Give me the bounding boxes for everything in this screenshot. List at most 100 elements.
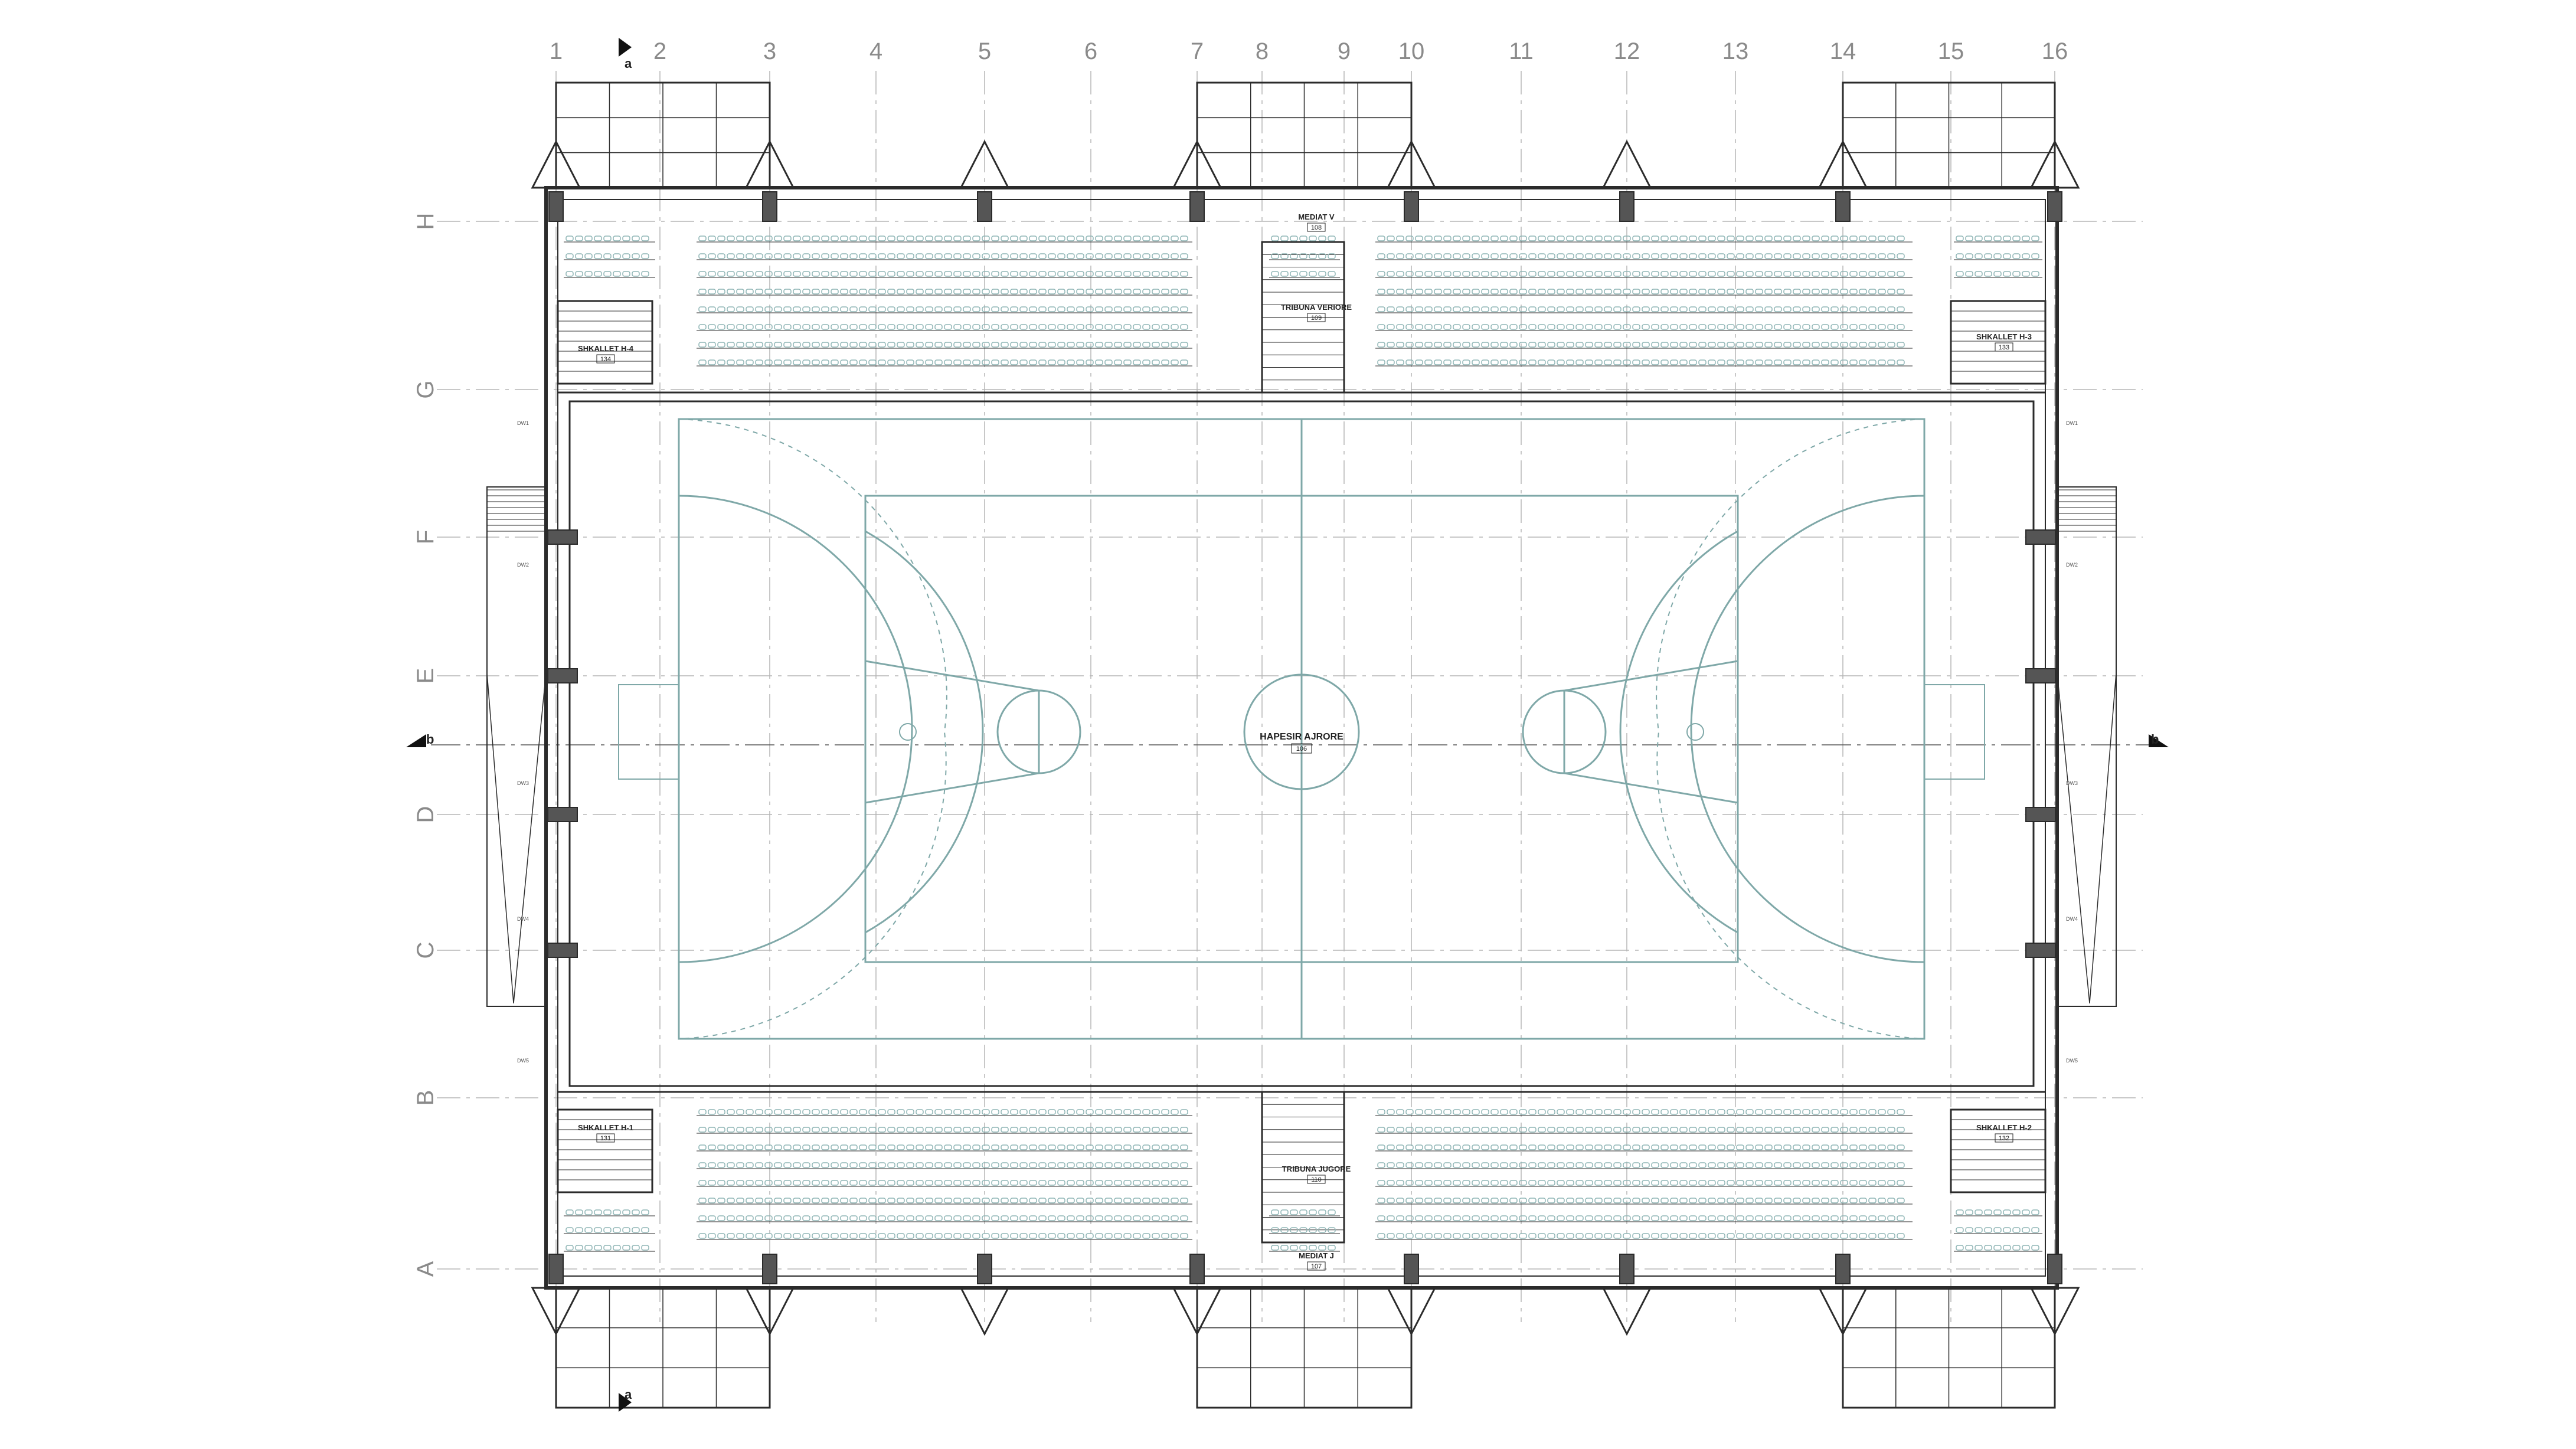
seat: [755, 1180, 763, 1186]
seat: [764, 1198, 773, 1203]
seat: [1019, 1144, 1028, 1150]
seat: [1783, 1127, 1792, 1133]
seat: [972, 306, 980, 312]
seat: [1679, 1162, 1688, 1168]
seat: [1538, 1215, 1546, 1221]
seat: [1613, 1215, 1622, 1221]
seat: [1472, 1144, 1480, 1150]
seat: [972, 1233, 980, 1239]
seat: [1048, 1109, 1056, 1115]
seat: [1377, 342, 1385, 348]
seat: [1519, 359, 1527, 365]
seat: [849, 253, 858, 259]
seat: [1642, 1233, 1650, 1239]
pilaster-bottom-4: [1189, 1254, 1205, 1284]
seat: [1849, 271, 1858, 277]
seat: [1171, 1127, 1179, 1133]
seat: [1076, 1162, 1084, 1168]
seat: [1660, 1233, 1669, 1239]
seat: [1745, 271, 1754, 277]
seat: [944, 1215, 952, 1221]
seat: [1161, 1144, 1169, 1150]
seat: [793, 306, 801, 312]
seat: [1057, 289, 1065, 295]
seat: [1689, 342, 1697, 348]
seat: [1745, 253, 1754, 259]
three-point-right: [1619, 530, 1738, 934]
seat: [1161, 359, 1169, 365]
seat: [1290, 1227, 1298, 1233]
seat: [840, 306, 848, 312]
seat: [1812, 1198, 1820, 1203]
seat: [1396, 1162, 1404, 1168]
seat: [1280, 253, 1289, 259]
seat: [1462, 289, 1470, 295]
buttress-top-5: [1386, 139, 1437, 189]
seat: [1642, 1180, 1650, 1186]
seat: [1528, 271, 1537, 277]
seat: [1048, 1162, 1056, 1168]
pilaster-bottom-2: [762, 1254, 777, 1284]
seat: [1443, 1109, 1452, 1115]
seat: [1878, 1144, 1886, 1150]
seat: [1802, 253, 1810, 259]
seat: [1566, 1109, 1574, 1115]
seat: [1575, 342, 1584, 348]
seat: [774, 1109, 782, 1115]
seat: [1001, 1127, 1009, 1133]
seat: [868, 324, 877, 330]
seat: [1434, 1215, 1442, 1221]
seat: [613, 253, 621, 259]
seat: [1547, 1162, 1555, 1168]
seat: [1717, 1162, 1725, 1168]
seat: [1133, 1233, 1141, 1239]
seat: [1171, 1180, 1179, 1186]
seat: [1490, 1109, 1499, 1115]
seat: [1415, 1180, 1423, 1186]
seat-row-north-0-3: [697, 289, 1192, 296]
seat: [717, 1162, 725, 1168]
seat: [1424, 289, 1433, 295]
seat: [708, 1109, 716, 1115]
seat: [1076, 1144, 1084, 1150]
seat: [1975, 1245, 1983, 1251]
hall-bottom-name: MEDIAT J: [1299, 1251, 1334, 1260]
window-tag-left-1: DW1: [517, 420, 529, 426]
seat: [2031, 235, 2039, 241]
seat: [1123, 253, 1132, 259]
seat: [1152, 271, 1160, 277]
seat: [698, 1109, 707, 1115]
label-tribune-north: TRIBUNA VERIORE 109: [1281, 303, 1352, 322]
seat: [840, 1198, 848, 1203]
seat: [1472, 359, 1480, 365]
seat: [1849, 253, 1858, 259]
seat: [1698, 289, 1707, 295]
seat: [868, 253, 877, 259]
seat: [1104, 289, 1113, 295]
seat: [764, 1180, 773, 1186]
seat: [1783, 1162, 1792, 1168]
seat: [1575, 1215, 1584, 1221]
seat: [1698, 1233, 1707, 1239]
seat: [1290, 1245, 1298, 1251]
seat: [1500, 1233, 1508, 1239]
seat: [878, 306, 886, 312]
seat: [802, 1109, 810, 1115]
seat: [1727, 253, 1735, 259]
seat-row-north-0-7: [697, 359, 1192, 367]
seat: [991, 253, 999, 259]
seat: [1821, 235, 1829, 241]
section-a-bottom-label: a: [625, 1387, 632, 1402]
seat: [1613, 1233, 1622, 1239]
seat: [1472, 1180, 1480, 1186]
seat: [1812, 324, 1820, 330]
seat: [1783, 289, 1792, 295]
seat: [698, 271, 707, 277]
seat: [1161, 1127, 1169, 1133]
seat: [2022, 1227, 2030, 1233]
seat: [774, 1215, 782, 1221]
seat: [613, 235, 621, 241]
seat-row-south-right-2: [1954, 1245, 2042, 1252]
seat: [1632, 1198, 1640, 1203]
seat: [1095, 1144, 1103, 1150]
